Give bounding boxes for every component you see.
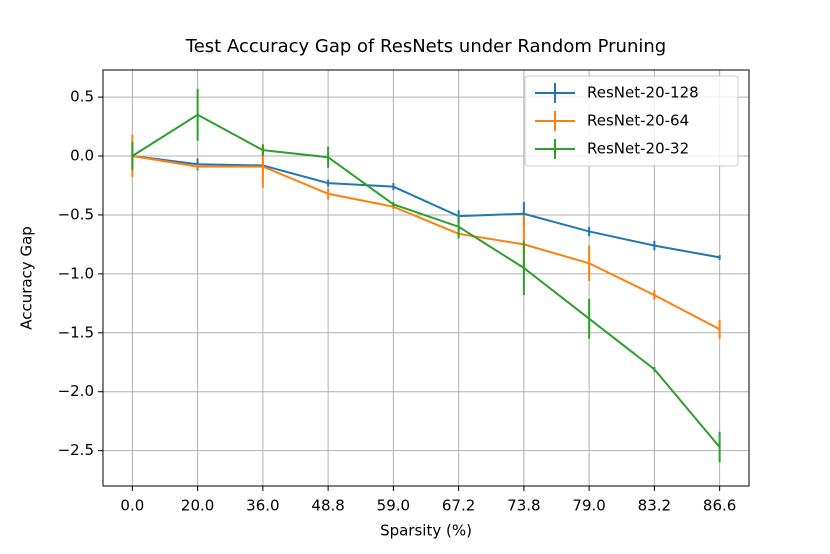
legend-label: ResNet-20-128 — [587, 84, 699, 102]
y-tick-label: 0.5 — [70, 88, 94, 106]
x-tick-label: 79.0 — [572, 497, 605, 515]
series-line — [131, 113, 721, 448]
legend-label: ResNet-20-64 — [587, 112, 689, 130]
y-axis-label: Accuracy Gap — [18, 226, 36, 330]
x-tick-label: 36.0 — [246, 497, 279, 515]
plot-frame — [102, 69, 750, 487]
x-tick-label: 73.8 — [507, 497, 540, 515]
x-tick-label: 0.0 — [120, 497, 144, 515]
series-line — [132, 155, 721, 331]
x-axis-label: Sparsity (%) — [380, 522, 472, 540]
y-tick-label: −0.5 — [58, 205, 94, 223]
y-tick-label: 0.0 — [70, 147, 94, 165]
x-tick-label: 67.2 — [442, 497, 475, 515]
x-tick-label: 83.2 — [638, 497, 671, 515]
x-tick-label: 59.0 — [377, 497, 410, 515]
y-tick-label: −2.0 — [58, 382, 94, 400]
y-tick-label: −1.5 — [58, 323, 94, 341]
series-line — [132, 155, 720, 259]
legend-box — [524, 75, 739, 167]
x-tick-label: 20.0 — [181, 497, 214, 515]
legend-label: ResNet-20-32 — [587, 140, 689, 158]
y-tick-label: −2.5 — [58, 441, 94, 459]
x-tick-label: 48.8 — [311, 497, 344, 515]
x-tick-label: 86.6 — [703, 497, 736, 515]
y-tick-label: −1.0 — [58, 264, 94, 282]
chart-title: Test Accuracy Gap of ResNets under Rando… — [185, 36, 666, 57]
